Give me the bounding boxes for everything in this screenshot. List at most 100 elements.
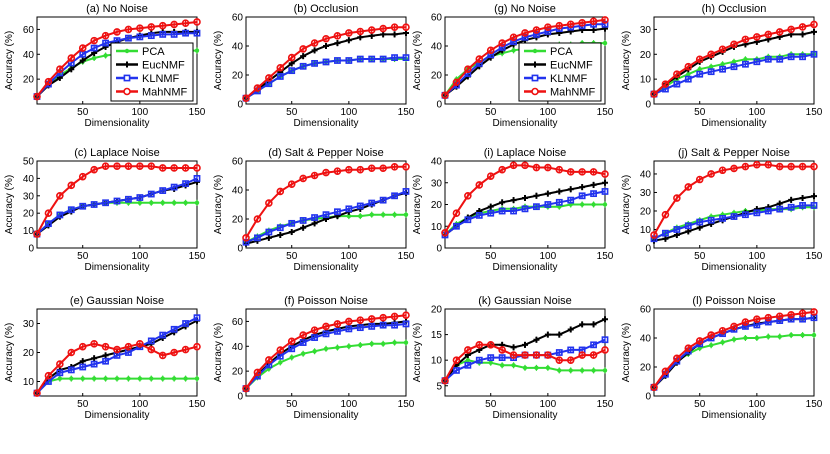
data-point — [742, 211, 749, 219]
data-point — [253, 368, 262, 377]
y-tick-label: 0 — [237, 392, 243, 403]
data-point — [544, 190, 551, 197]
data-point — [696, 218, 704, 226]
data-point — [312, 349, 317, 354]
x-tick-label: 150 — [398, 399, 415, 410]
y-tick-label: 40 — [232, 42, 244, 53]
data-point — [276, 346, 285, 354]
data-point — [511, 48, 516, 53]
data-point — [368, 55, 376, 63]
data-point — [708, 64, 714, 69]
data-point — [730, 322, 738, 331]
x-tick-label: 50 — [694, 251, 706, 262]
data-point — [68, 66, 75, 73]
axes-frame — [444, 16, 606, 105]
data-point — [579, 184, 586, 191]
data-point — [357, 34, 364, 41]
y-tick-label: 30 — [640, 188, 652, 199]
data-point — [194, 48, 200, 53]
data-point — [265, 228, 273, 236]
x-axis-label: Dimensionality — [293, 410, 358, 421]
data-point — [764, 55, 772, 63]
data-point — [91, 55, 97, 61]
y-tick-label: 20 — [232, 367, 244, 378]
data-point — [147, 345, 156, 354]
data-point — [391, 192, 398, 200]
y-tick-label: 10 — [640, 75, 652, 86]
data-point — [159, 331, 167, 339]
data-point — [718, 166, 727, 175]
y-tick-label: 40 — [232, 186, 244, 197]
x-tick-label: 100 — [132, 399, 149, 410]
data-point — [787, 53, 795, 61]
data-point — [45, 220, 52, 228]
y-axis-label: Accuracy (%) — [213, 175, 224, 234]
data-point — [103, 53, 108, 58]
data-point — [601, 16, 609, 24]
data-point — [346, 213, 352, 219]
data-point — [158, 351, 167, 360]
data-point — [181, 164, 190, 172]
data-point — [278, 360, 283, 365]
data-point — [67, 366, 75, 374]
y-tick-label: 20 — [640, 206, 652, 217]
y-tick-label: 20 — [23, 348, 35, 359]
data-point — [310, 171, 319, 180]
series-KLNMF — [33, 175, 201, 238]
data-point — [475, 356, 483, 364]
x-tick-label: 150 — [189, 251, 206, 262]
series-line — [36, 177, 198, 235]
series-line — [245, 32, 407, 99]
data-point — [44, 209, 53, 217]
data-point — [333, 167, 342, 175]
data-point — [589, 351, 598, 359]
data-point — [464, 346, 472, 354]
data-point — [509, 351, 518, 359]
axes-frame — [653, 16, 815, 105]
data-point — [379, 24, 387, 33]
legend-marker — [531, 87, 539, 96]
data-point — [380, 341, 386, 346]
data-point — [811, 193, 817, 200]
data-point — [498, 346, 506, 354]
data-point — [544, 351, 552, 359]
data-point — [276, 224, 284, 232]
data-point — [356, 324, 364, 332]
data-point — [441, 376, 449, 385]
data-point — [743, 57, 748, 62]
data-point — [532, 351, 541, 359]
data-point — [510, 344, 517, 351]
data-point — [182, 29, 189, 37]
data-point — [578, 351, 586, 359]
data-point — [776, 205, 784, 213]
y-tick-label: 20 — [23, 209, 35, 220]
data-point — [194, 376, 200, 381]
data-point — [392, 212, 397, 217]
data-point — [509, 33, 518, 42]
data-point — [390, 312, 399, 321]
data-point — [662, 235, 669, 242]
data-point — [719, 214, 726, 222]
data-point — [602, 368, 608, 373]
legend-marker — [123, 87, 131, 96]
data-point — [171, 376, 177, 381]
data-point — [136, 194, 144, 201]
data-point — [102, 352, 109, 359]
data-point — [288, 60, 295, 67]
data-point — [369, 212, 374, 217]
y-tick-label: 60 — [232, 317, 244, 328]
data-point — [487, 354, 495, 362]
data-point — [69, 376, 74, 381]
y-axis-label: Accuracy (%) — [621, 323, 632, 382]
data-point — [124, 342, 133, 351]
data-point — [487, 203, 494, 210]
data-point — [510, 197, 517, 204]
data-point — [764, 207, 772, 215]
data-point — [567, 346, 575, 354]
data-point — [379, 164, 387, 173]
data-point — [601, 170, 609, 178]
data-point — [183, 200, 188, 205]
data-point — [475, 341, 484, 349]
data-point — [742, 60, 749, 68]
